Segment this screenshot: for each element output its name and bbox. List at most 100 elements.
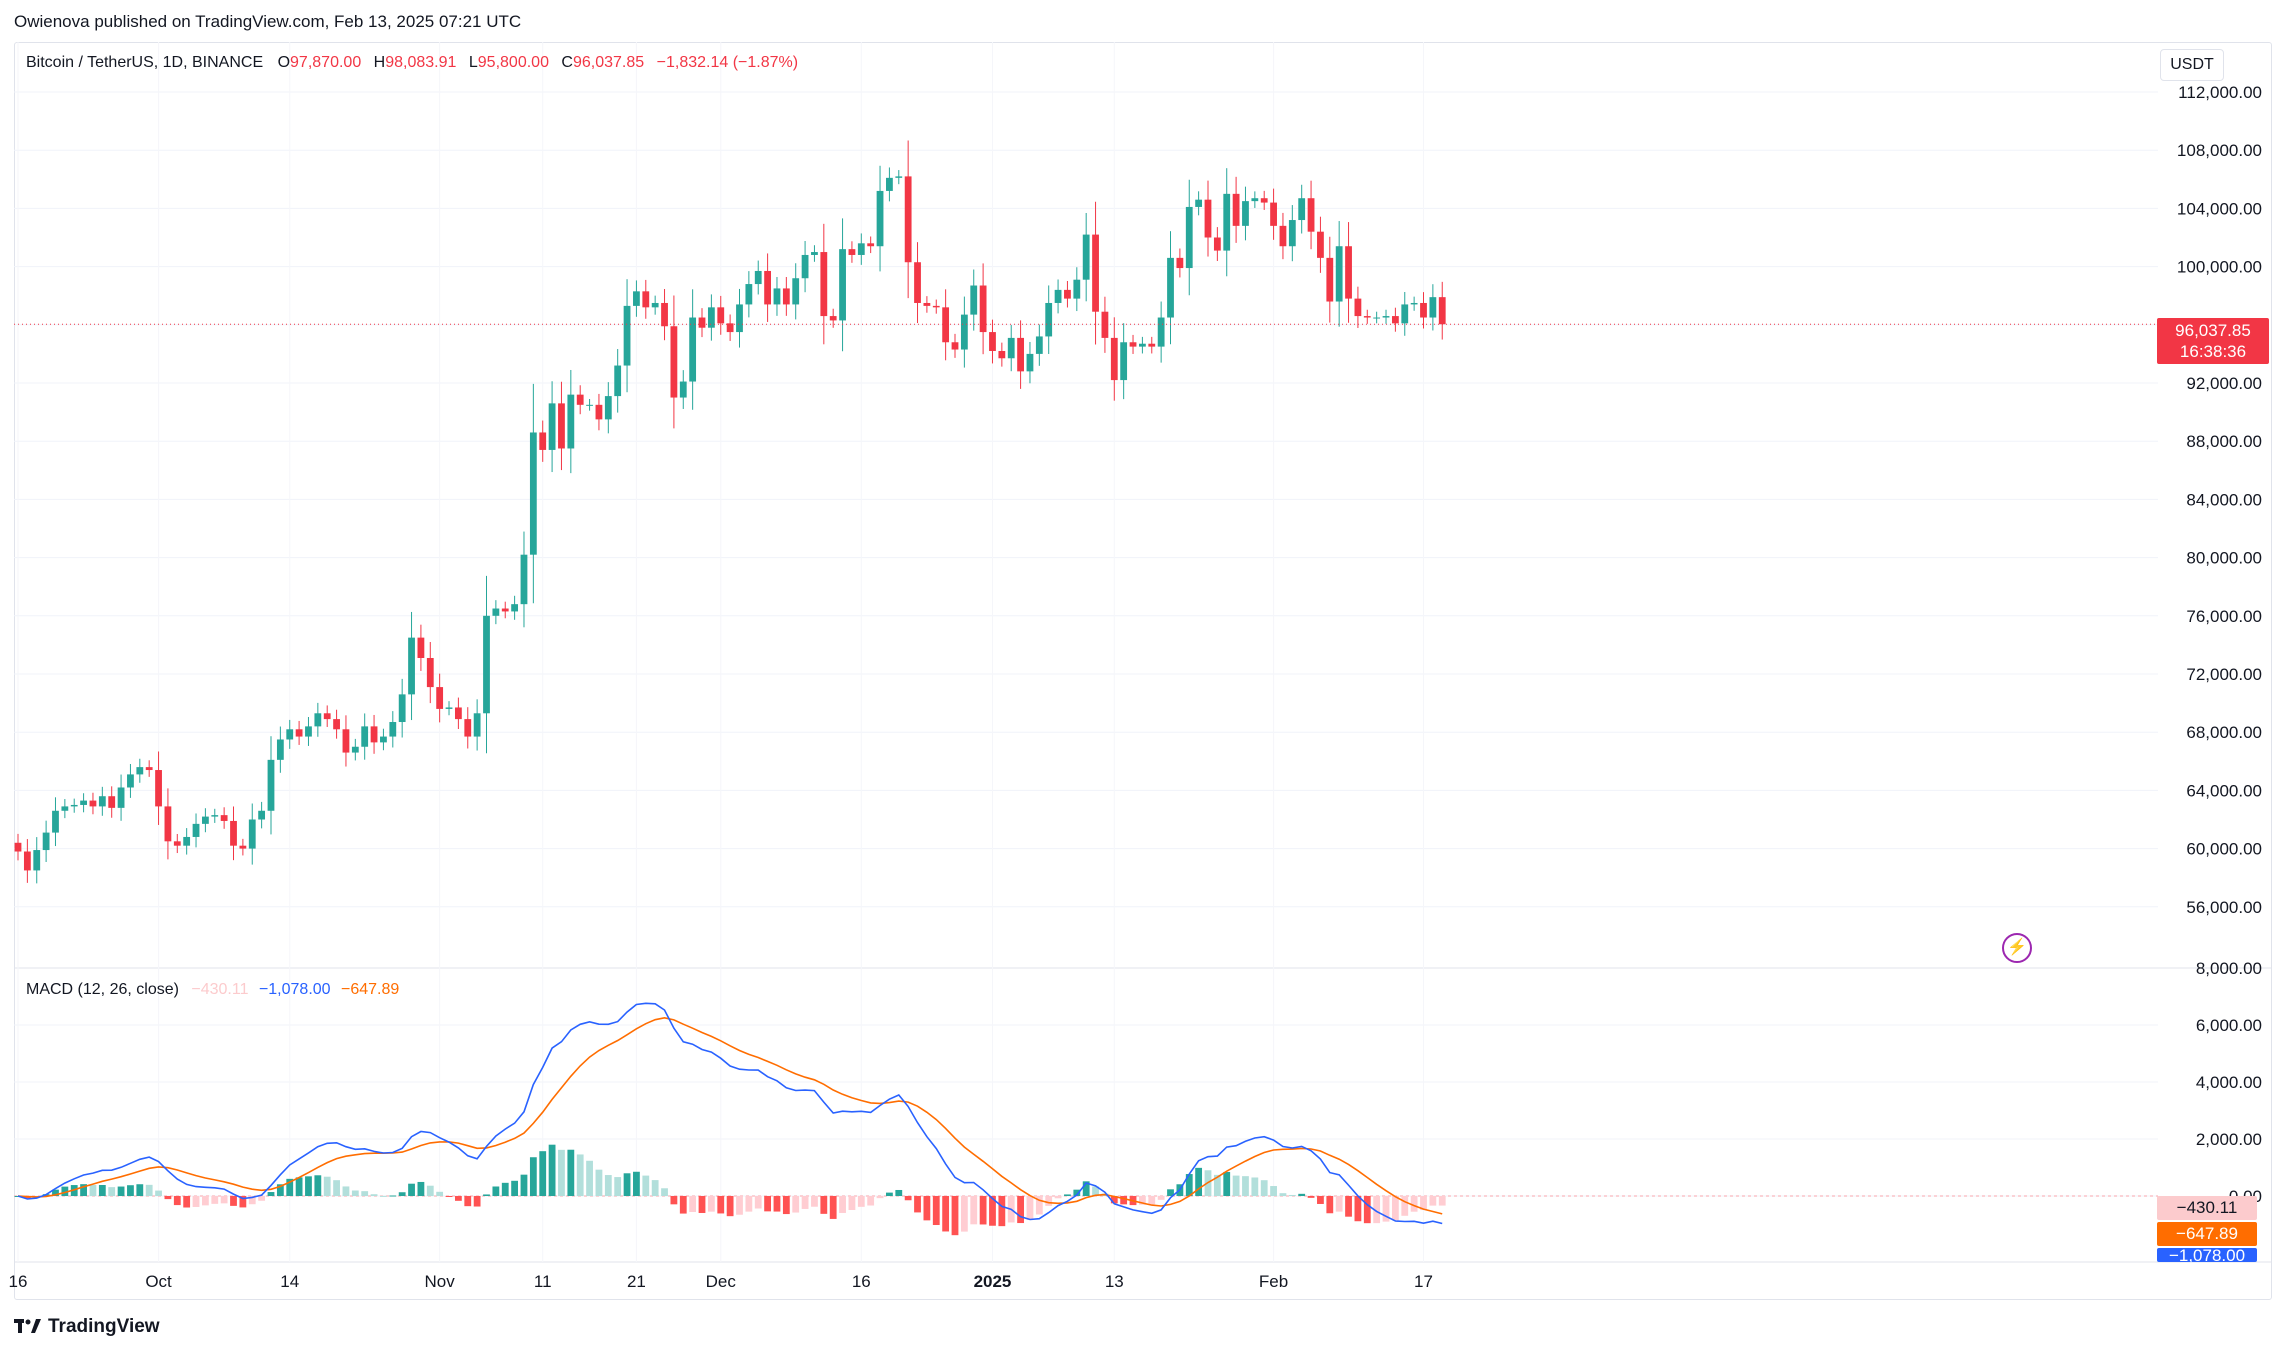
change-value: −1,832.14 (−1.87%) (656, 54, 799, 71)
macd-histogram-bar (1054, 1196, 1062, 1199)
candle-body (42, 832, 50, 851)
candle-body (942, 307, 950, 343)
candle-body (820, 252, 828, 317)
macd-histogram-bar (333, 1180, 340, 1196)
macd-histogram-value: −430.11 (191, 981, 249, 998)
macd-histogram-bar (1045, 1196, 1053, 1206)
candle-body (33, 850, 41, 871)
macd-histogram-bar (1092, 1186, 1099, 1196)
macd-histogram-bar (895, 1189, 903, 1196)
macd-histogram-bar (155, 1190, 162, 1196)
tradingview-logo-text: TradingView (48, 1316, 160, 1337)
macd-histogram-bar (492, 1186, 500, 1196)
close-value: 96,037.85 (572, 54, 645, 71)
macd-histogram-bar (1251, 1177, 1259, 1196)
macd-histogram-bar (1420, 1196, 1427, 1211)
time-tick-label: 17 (1414, 1272, 1433, 1291)
macd-histogram-bar (1307, 1196, 1315, 1198)
candle-body (736, 304, 743, 333)
price-tick-label: 68,000.00 (2186, 723, 2262, 742)
macd-histogram-bar (548, 1144, 556, 1196)
tradingview-logo[interactable]: TradingView (14, 1316, 160, 1338)
candle-body (445, 707, 453, 709)
macd-histogram-bar (267, 1192, 275, 1196)
candle-body (1345, 246, 1352, 299)
high-value: 98,083.91 (385, 54, 457, 71)
macd-histogram-bar (230, 1196, 237, 1206)
candle-body (548, 403, 556, 450)
candle-body (661, 302, 668, 327)
candle-body (1391, 316, 1399, 324)
macd-histogram-bar (202, 1196, 209, 1206)
macd-histogram-bar (539, 1151, 547, 1196)
macd-histogram-bar (164, 1196, 172, 1200)
candle-body (651, 302, 659, 308)
candle-body (689, 317, 697, 382)
macd-histogram-badge: −430.11 (2157, 1196, 2257, 1220)
candle-body (520, 554, 528, 605)
macd-line (17, 1002, 1443, 1225)
candle-body (1035, 336, 1043, 354)
lightning-icon[interactable]: ⚡ (2002, 933, 2032, 963)
candle-body (989, 332, 996, 351)
macd-histogram-bar (211, 1196, 219, 1204)
macd-histogram-bar (220, 1196, 228, 1204)
time-tick-label: 21 (627, 1272, 646, 1291)
candle-body (1260, 198, 1268, 203)
macd-histogram-bar (1279, 1193, 1287, 1196)
candle-body (567, 394, 575, 449)
macd-histogram-bar (445, 1196, 453, 1197)
macd-histogram-bar (398, 1192, 406, 1196)
candle-body (970, 285, 978, 315)
macd-histogram-bar (764, 1196, 771, 1212)
candle-body (811, 252, 818, 255)
macd-histogram-bar (914, 1196, 921, 1213)
candle-body (1326, 257, 1334, 302)
candle-body (267, 759, 275, 811)
candle-body (1129, 342, 1137, 347)
candle-body (173, 841, 181, 846)
candle-body (276, 739, 284, 760)
time-tick-label: Oct (145, 1272, 172, 1291)
candle-body (642, 291, 650, 308)
symbol-name[interactable]: Bitcoin / TetherUS, 1D, BINANCE (26, 54, 264, 71)
candle-body (1242, 201, 1249, 226)
macd-histogram-bar (595, 1169, 603, 1196)
macd-title[interactable]: MACD (12, 26, close) (26, 981, 179, 998)
candle-body (1373, 317, 1381, 319)
candle-body (14, 842, 22, 852)
macd-histogram-bar (305, 1176, 312, 1196)
macd-histogram-bar (951, 1196, 959, 1236)
macd-tick-label: 8,000.00 (2196, 959, 2262, 978)
chart-frame[interactable] (14, 42, 2272, 1300)
macd-histogram-bar (173, 1196, 181, 1206)
time-tick-label: 14 (280, 1272, 299, 1291)
candle-body (951, 342, 959, 350)
candle-body (1438, 297, 1446, 325)
candle-body (23, 851, 31, 871)
currency-button[interactable]: USDT (2160, 49, 2224, 81)
macd-histogram-bar (80, 1184, 87, 1196)
macd-histogram-bar (1288, 1194, 1296, 1196)
macd-histogram-bar (136, 1184, 144, 1196)
price-tick-label: 100,000.00 (2177, 258, 2262, 277)
candle-body (633, 291, 640, 306)
macd-histogram-bar (960, 1196, 968, 1232)
candle-body (1204, 199, 1212, 238)
macd-histogram-bar (1401, 1196, 1409, 1216)
macd-histogram-bar (1391, 1196, 1399, 1221)
macd-histogram-bar (1167, 1189, 1174, 1196)
candle-body (145, 767, 153, 771)
price-tick-label: 108,000.00 (2177, 141, 2262, 160)
macd-histogram-bar (811, 1196, 818, 1207)
candle-body (295, 729, 303, 737)
candle-body (707, 307, 715, 328)
candle-body (1195, 199, 1203, 207)
bar-countdown: 16:38:36 (2179, 342, 2247, 361)
macd-histogram-bar (923, 1196, 931, 1221)
candle-body (1363, 316, 1371, 318)
macd-histogram-bar (1195, 1167, 1203, 1196)
candle-body (792, 278, 800, 305)
candle-body (1045, 302, 1053, 337)
